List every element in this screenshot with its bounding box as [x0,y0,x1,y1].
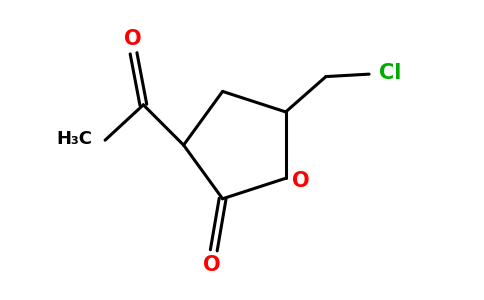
Text: O: O [124,28,141,49]
Text: O: O [291,171,309,191]
Text: O: O [203,255,221,275]
Text: H₃C: H₃C [57,130,92,148]
Text: Cl: Cl [378,63,401,83]
